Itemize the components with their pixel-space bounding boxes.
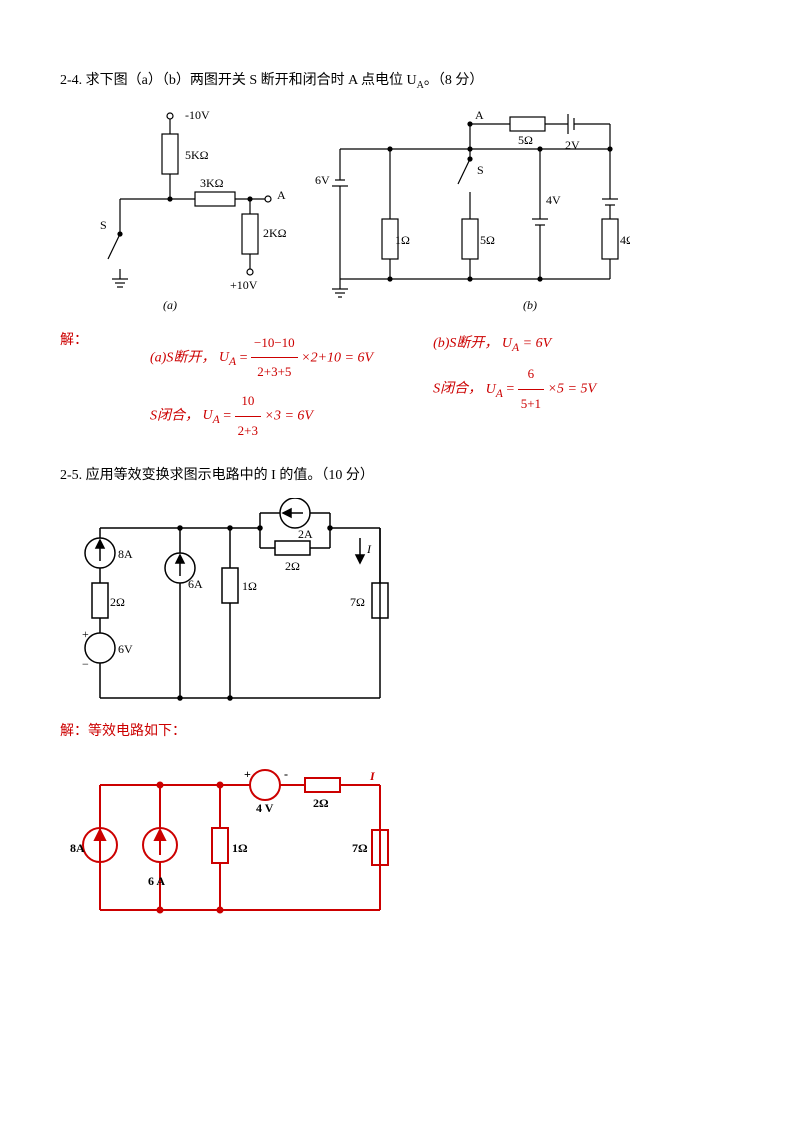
q24-text: 求下图（a）（b）两图开关 S 断开和闭合时 A 点电位 U bbox=[86, 73, 417, 88]
d1-1ohm: 1Ω bbox=[242, 579, 257, 593]
d1-minus: − bbox=[82, 657, 89, 671]
solution-24: 解： (a)S断开， UA = −10−102+3+5 ×2+10 = 6V S… bbox=[60, 329, 740, 445]
question-24: 2-4. 求下图（a）（b）两图开关 S 断开和闭合时 A 点电位 UA。（8 … bbox=[60, 70, 740, 94]
label-a-tag: (a) bbox=[163, 298, 177, 312]
b-4v: 4V bbox=[546, 193, 561, 207]
d1-I: I bbox=[366, 542, 372, 556]
solution-25-label: 解：等效电路如下： bbox=[60, 720, 740, 740]
d1-8a: 8A bbox=[118, 547, 133, 561]
d1-6v: 6V bbox=[118, 642, 133, 656]
d2-plus: + bbox=[244, 767, 251, 781]
b-node-a: A bbox=[475, 108, 484, 122]
label-5k: 5KΩ bbox=[185, 148, 209, 162]
sol-label: 解： bbox=[60, 329, 90, 349]
q25-number: 2-5. bbox=[60, 468, 82, 483]
q24-diagrams: -10V 5KΩ 3KΩ S A 2KΩ +10V (a) bbox=[70, 104, 740, 314]
b-2v: 2V bbox=[565, 138, 580, 152]
diagram-b: A 5Ω 2V 6V S 1Ω 5Ω 4V 4Ω (b) bbox=[310, 104, 630, 314]
q24-number: 2-4. bbox=[60, 73, 82, 88]
label-b-tag: (b) bbox=[523, 298, 537, 312]
d1-2ohm2: 2Ω bbox=[285, 559, 300, 573]
d2-minus: - bbox=[284, 767, 288, 781]
d2-8a: 8A bbox=[70, 841, 85, 855]
label-2k: 2KΩ bbox=[263, 226, 287, 240]
d2-6a: 6 A bbox=[148, 874, 165, 888]
b-1ohm: 1Ω bbox=[395, 233, 410, 247]
label-p10v: +10V bbox=[230, 278, 258, 292]
b-switch: S bbox=[477, 163, 484, 177]
question-25: 2-5. 应用等效变换求图示电路中的 I 的值。（10 分） bbox=[60, 465, 740, 487]
b-5ohm2: 5Ω bbox=[480, 233, 495, 247]
d1-7ohm: 7Ω bbox=[350, 595, 365, 609]
diagram-a: -10V 5KΩ 3KΩ S A 2KΩ +10V (a) bbox=[70, 104, 290, 314]
q25-text: 应用等效变换求图示电路中的 I 的值。（10 分） bbox=[86, 468, 374, 483]
label-a: A bbox=[277, 188, 286, 202]
d2-2ohm: 2Ω bbox=[313, 796, 329, 810]
d1-2ohm: 2Ω bbox=[110, 595, 125, 609]
d1-plus: + bbox=[82, 627, 89, 641]
d1-2a: 2A bbox=[298, 527, 313, 541]
diagram-25-2: 8A 6 A 1Ω + - 4 V 2Ω I 7Ω bbox=[70, 760, 740, 930]
label-3k: 3KΩ bbox=[200, 176, 224, 190]
d2-1ohm: 1Ω bbox=[232, 841, 248, 855]
d2-7ohm: 7Ω bbox=[352, 841, 368, 855]
b-6v: 6V bbox=[315, 173, 330, 187]
label-s: S bbox=[100, 218, 107, 232]
sol-a: (a)S断开， UA = −10−102+3+5 ×2+10 = 6V S闭合，… bbox=[150, 329, 373, 445]
d1-6a: 6A bbox=[188, 577, 203, 591]
d2-I: I bbox=[369, 769, 376, 783]
q24-points: 。（8 分） bbox=[424, 73, 484, 88]
diagram-25-1: 8A 2Ω + 6V − 6A 1Ω 2A 2Ω I 7Ω bbox=[70, 498, 740, 718]
d2-4v: 4 V bbox=[256, 801, 274, 815]
b-4ohm: 4Ω bbox=[620, 233, 630, 247]
label-10v: -10V bbox=[185, 108, 210, 122]
b-5ohm: 5Ω bbox=[518, 133, 533, 147]
sol-b: (b)S断开， UA = 6V S闭合， UA = 65+1 ×5 = 5V bbox=[433, 329, 596, 419]
